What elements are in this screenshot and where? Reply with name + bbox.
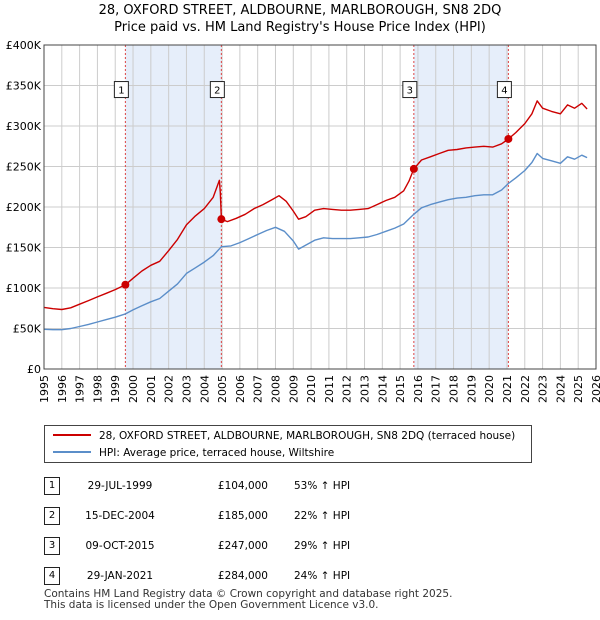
legend-label-hpi: HPI: Average price, terraced house, Wilt… (99, 447, 335, 459)
sale-date: 09-OCT-2015 (85, 540, 155, 552)
y-tick-labels: £0 £50K £100K £150K £200K £250K £300K £350K £400… (6, 39, 42, 376)
legend-swatch-hpi (53, 451, 91, 453)
y-tick-label: £50K (13, 323, 42, 336)
y-tick-label: £350K (6, 80, 42, 93)
x-tick-label: 2002 (163, 375, 176, 403)
x-tick-label: 2003 (180, 375, 193, 403)
x-tick-label: 2013 (359, 375, 372, 403)
sale-label-box-3 (402, 81, 418, 99)
sale-hpi-diff: 24% ↑ HPI (294, 570, 351, 582)
legend-item-property: 28, OXFORD STREET, ALDBOURNE, MARLBOROUG… (53, 428, 515, 444)
x-tick-label: 2026 (590, 375, 600, 403)
sale-hpi-diff: 22% ↑ HPI (294, 510, 351, 522)
chart-subtitle: Price paid vs. HM Land Registry's House … (114, 20, 486, 35)
x-tick-label: 1998 (91, 375, 104, 403)
legend-label-property: 28, OXFORD STREET, ALDBOURNE, MARLBOROUG… (99, 430, 516, 442)
sale-label-box-2 (209, 81, 225, 99)
sale-number-badge: 3 (44, 537, 60, 555)
sale-number-badge: 1 (44, 477, 60, 495)
x-tick-label: 1997 (74, 375, 87, 403)
sale-hpi-diff: 29% ↑ HPI (294, 540, 351, 552)
x-tick-label: 2000 (127, 375, 140, 403)
sale-price: £104,000 (217, 480, 268, 492)
x-tick-label: 2007 (252, 375, 265, 403)
x-tick-label: 2023 (537, 375, 550, 403)
sale-price: £284,000 (217, 570, 268, 582)
y-tick-label: £200K (6, 201, 42, 214)
sales-row-4: 4 29-JAN-2021 £284,000 24% ↑ HPI (0, 567, 600, 587)
plot-frame (43, 44, 597, 370)
x-tick-label: 2008 (269, 375, 282, 403)
sale-label-box-4 (496, 81, 512, 99)
x-tick-label: 1999 (109, 375, 122, 403)
sale-date: 29-JAN-2021 (86, 570, 154, 582)
axes (43, 44, 597, 370)
footer-licence: This data is licensed under the Open Gov… (44, 599, 379, 611)
x-tick-label: 2021 (501, 375, 514, 403)
x-tick-label: 2018 (448, 375, 461, 403)
x-tick-label: 2011 (323, 375, 336, 403)
price-chart: 1 2 3 4 £0 £50K £100K £150K £200K £250K £300K £350… (6, 39, 600, 403)
x-tick-label: 2012 (341, 375, 354, 403)
sale-label-3: 3 (407, 86, 413, 97)
legend-swatch-property (53, 434, 91, 436)
sales-row-2: 2 15-DEC-2004 £185,000 22% ↑ HPI (0, 507, 600, 527)
legend-item-hpi: HPI: Average price, terraced house, Wilt… (53, 445, 334, 461)
sale-price: £185,000 (217, 510, 268, 522)
sale-point-1 (121, 280, 130, 289)
x-tick-labels: 1995 1996 1997 1998 1999 2000 2001 2002 2003 2004… (38, 375, 600, 403)
sale-number-badge: 4 (44, 567, 60, 585)
x-tick-label: 2016 (412, 375, 425, 403)
chart-title-block: 28, OXFORD STREET, ALDBOURNE, MARLBOROUG… (0, 2, 600, 36)
footer: Contains HM Land Registry data © Crown c… (44, 589, 452, 611)
footer-copyright: Contains HM Land Registry data © Crown c… (44, 588, 453, 600)
x-tick-label: 2010 (305, 375, 318, 403)
legend: 28, OXFORD STREET, ALDBOURNE, MARLBOROUG… (44, 425, 532, 463)
sale-label-2: 2 (214, 86, 220, 97)
sale-date: 15-DEC-2004 (85, 510, 155, 522)
y-tick-label: £400K (6, 39, 42, 52)
x-tick-label: 2006 (234, 375, 247, 403)
y-tick-label: £250K (6, 161, 42, 174)
chart-title: 28, OXFORD STREET, ALDBOURNE, MARLBOROUG… (98, 3, 502, 18)
x-tick-label: 2017 (430, 375, 443, 403)
x-tick-label: 2001 (145, 375, 158, 403)
x-tick-label: 1996 (56, 375, 69, 403)
sales-row-1: 1 29-JUL-1999 £104,000 53% ↑ HPI (0, 477, 600, 497)
x-tick-label: 2005 (216, 375, 229, 403)
x-tick-label: 2004 (198, 375, 211, 403)
x-tick-label: 1995 (38, 375, 51, 403)
sale-label-1: 1 (118, 86, 124, 97)
x-tick-label: 2022 (519, 375, 532, 403)
sale-hpi-diff: 53% ↑ HPI (294, 480, 351, 492)
x-tick-label: 2019 (465, 375, 478, 403)
sale-point-4 (504, 134, 513, 143)
series-line-hpi (43, 152, 588, 331)
sale-number-badge: 2 (44, 507, 60, 525)
x-tick-label: 2020 (483, 375, 496, 403)
y-tick-label: £300K (6, 120, 42, 133)
sale-labels: 1 2 3 4 (113, 81, 512, 99)
x-tick-label: 2014 (376, 375, 389, 403)
y-tick-label: £0 (27, 363, 41, 376)
sale-price: £247,000 (217, 540, 268, 552)
x-tick-label: 2024 (554, 375, 567, 403)
y-tick-label: £100K (6, 282, 42, 295)
sale-label-box-1 (113, 81, 129, 99)
sale-label-4: 4 (501, 86, 507, 97)
sale-points (121, 134, 513, 289)
y-tick-label: £150K (6, 242, 42, 255)
sale-date: 29-JUL-1999 (87, 480, 153, 492)
x-tick-label: 2025 (572, 375, 585, 403)
x-tick-label: 2009 (287, 375, 300, 403)
sales-row-3: 3 09-OCT-2015 £247,000 29% ↑ HPI (0, 537, 600, 557)
x-tick-label: 2015 (394, 375, 407, 403)
sale-point-2 (217, 215, 226, 224)
sale-point-3 (409, 164, 418, 173)
